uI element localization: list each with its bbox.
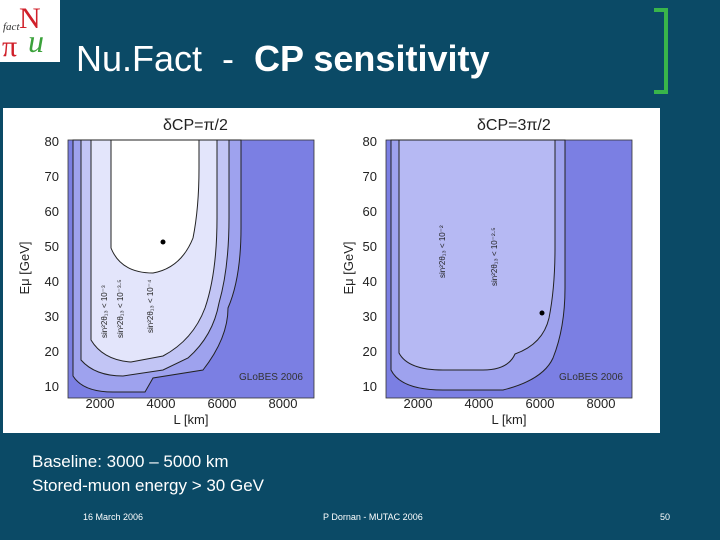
left-x-label: L [km] [174, 412, 209, 427]
logo-n: N [19, 2, 41, 35]
left-optimum-point [160, 239, 166, 245]
svg-text:6000: 6000 [526, 396, 555, 411]
right-optimum-point [539, 310, 545, 316]
svg-text:60: 60 [363, 204, 377, 219]
svg-text:50: 50 [45, 239, 59, 254]
title-bracket [654, 8, 668, 94]
left-contour-label-1: sin²2θ₁₃ < 10⁻³ [100, 285, 109, 338]
svg-text:2000: 2000 [86, 396, 115, 411]
left-contour-label-2: sin²2θ₁₃ < 10⁻³·⁵ [116, 279, 125, 338]
svg-text:80: 80 [45, 134, 59, 149]
left-y-label: Eμ [GeV] [17, 241, 32, 294]
svg-text:70: 70 [363, 169, 377, 184]
slide-title: Nu.Fact - CP sensitivity [76, 38, 489, 80]
left-credit: GLoBES 2006 [239, 372, 303, 383]
svg-text:10: 10 [363, 379, 377, 394]
svg-text:60: 60 [45, 204, 59, 219]
left-panel-title: δCP=π/2 [163, 117, 228, 134]
svg-text:50: 50 [363, 239, 377, 254]
svg-text:30: 30 [363, 309, 377, 324]
left-y-ticks: 80 70 60 50 40 30 20 10 [45, 134, 59, 394]
logo-fact: fact [3, 21, 20, 33]
footer-page-number: 50 [660, 512, 671, 522]
svg-text:20: 20 [363, 344, 377, 359]
title-prefix: Nu.Fact - [76, 38, 255, 79]
cp-sensitivity-figure: sin²2θ₁₃ < 10⁻³ sin²2θ₁₃ < 10⁻³·⁵ sin²2θ… [3, 108, 660, 433]
footer-author: P Dornan - MUTAC 2006 [323, 512, 423, 522]
right-x-label: L [km] [492, 412, 527, 427]
left-contour-region-4 [110, 139, 200, 274]
right-x-ticks: 2000 4000 6000 8000 [404, 396, 616, 411]
left-contour-label-3: sin²2θ₁₃ < 10⁻⁴ [146, 279, 155, 333]
right-credit: GLoBES 2006 [559, 372, 623, 383]
logo-u: u [28, 23, 44, 59]
caption: Baseline: 3000 – 5000 km Stored-muon ene… [32, 450, 264, 498]
logo-pi: π [2, 30, 17, 62]
right-y-label: Eμ [GeV] [341, 241, 356, 294]
caption-line-2: Stored-muon energy > 30 GeV [32, 476, 264, 495]
right-contour-label-2: sin²2θ₁₃ < 10⁻²·⁵ [490, 227, 499, 286]
svg-text:70: 70 [45, 169, 59, 184]
right-panel-title: δCP=3π/2 [477, 117, 551, 134]
nufact-logo: N fact π u [0, 0, 60, 62]
svg-text:6000: 6000 [208, 396, 237, 411]
svg-text:20: 20 [45, 344, 59, 359]
right-contour-region-2 [398, 139, 556, 371]
svg-text:4000: 4000 [465, 396, 494, 411]
svg-text:8000: 8000 [587, 396, 616, 411]
svg-text:40: 40 [45, 274, 59, 289]
right-contour-label-1: sin²2θ₁₃ < 10⁻² [438, 225, 447, 278]
title-main: CP sensitivity [254, 38, 490, 79]
svg-text:40: 40 [363, 274, 377, 289]
svg-text:30: 30 [45, 309, 59, 324]
left-x-ticks: 2000 4000 6000 8000 [86, 396, 298, 411]
footer-date: 16 March 2006 [83, 512, 144, 522]
svg-text:80: 80 [363, 134, 377, 149]
svg-text:10: 10 [45, 379, 59, 394]
svg-text:2000: 2000 [404, 396, 433, 411]
svg-text:4000: 4000 [147, 396, 176, 411]
svg-text:8000: 8000 [269, 396, 298, 411]
caption-line-1: Baseline: 3000 – 5000 km [32, 452, 229, 471]
right-y-ticks: 80 70 60 50 40 30 20 10 [363, 134, 377, 394]
